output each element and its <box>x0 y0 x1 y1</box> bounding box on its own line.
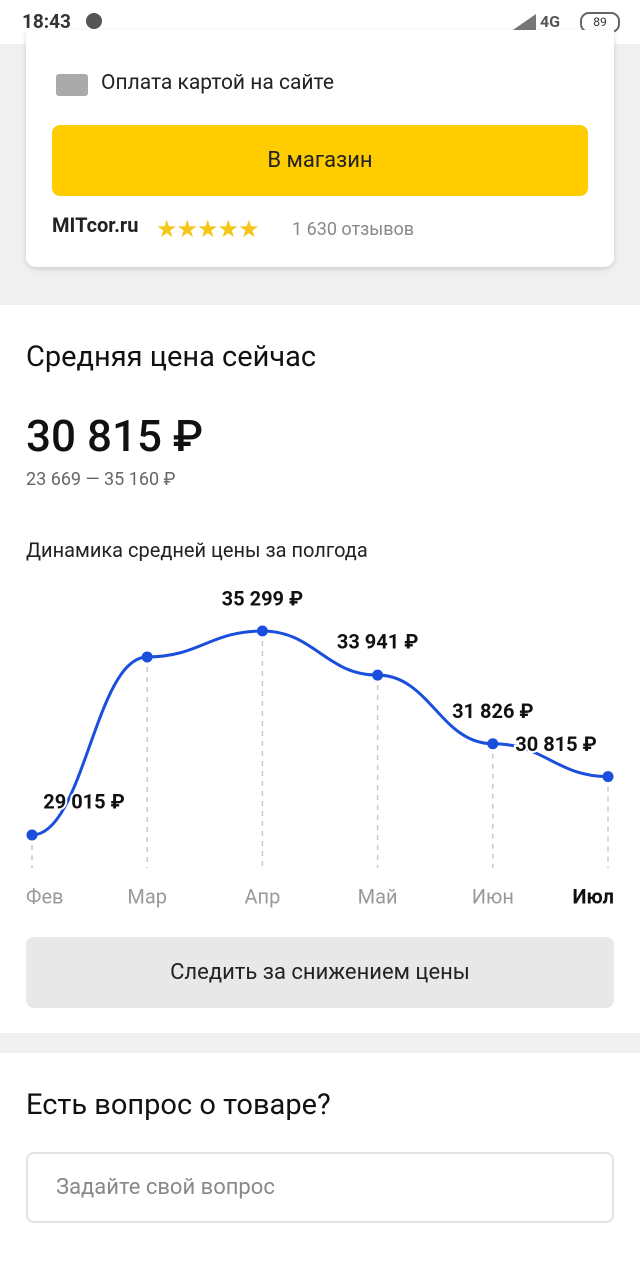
point <box>487 738 499 750</box>
question-heading: Есть вопрос о товаре? <box>26 1088 331 1122</box>
x-tick-label: Июл <box>573 884 614 908</box>
track-button[interactable]: Следить за снижением цены <box>26 937 614 1008</box>
point <box>26 829 38 841</box>
time: 18:43 <box>22 10 71 33</box>
price-section <box>0 305 640 1033</box>
current-price: 30 815 ₽ <box>26 410 204 462</box>
reviews: 1 630 отзывов <box>292 219 415 240</box>
x-tick-label: Мар <box>127 884 167 908</box>
rating-stars: ★★★★★ <box>156 215 260 243</box>
value-label: 29 015 ₽ <box>43 789 124 813</box>
point <box>141 651 153 663</box>
price-heading: Средняя цена сейчас <box>26 340 317 374</box>
question-input[interactable]: Задайте свой вопрос <box>26 1152 614 1223</box>
point <box>602 771 614 783</box>
value-label: 31 826 ₽ <box>452 699 533 723</box>
x-tick-label: Фев <box>26 884 63 908</box>
value-label: 35 299 ₽ <box>222 586 303 610</box>
signal-icon <box>510 14 536 32</box>
chart: 29 015 ₽ Фев Мар 35 299 ₽ Апр 33 941 ₽ Май 31 8… <box>26 584 614 908</box>
x-tick-label: Июн <box>472 884 514 908</box>
shop-name: MITcor.ru <box>52 213 139 237</box>
payment-text: Оплата картой на сайте <box>101 71 334 95</box>
x-tick-label: Апр <box>244 884 280 908</box>
value-label: 30 815 ₽ <box>515 732 596 756</box>
x-tick-label: Май <box>358 884 398 908</box>
card-icon <box>56 74 88 96</box>
question-section <box>0 1053 640 1280</box>
point <box>256 625 268 637</box>
shop-button[interactable]: В магазин <box>52 125 588 196</box>
point <box>372 669 384 681</box>
network: 4G <box>540 12 561 31</box>
placeholder: Задайте свой вопрос <box>56 1175 275 1200</box>
value-label: 33 941 ₽ <box>337 629 418 653</box>
icon <box>86 13 102 29</box>
price-range: 23 669 — 35 160 ₽ <box>26 469 176 490</box>
chart-title: Динамика средней цены за полгода <box>26 538 368 562</box>
